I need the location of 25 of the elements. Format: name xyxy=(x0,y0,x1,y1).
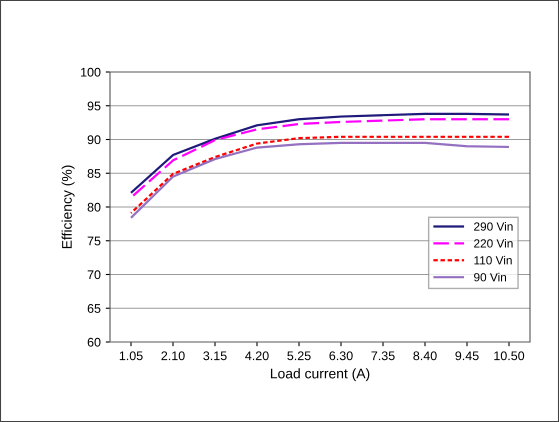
legend-label: 220 Vin xyxy=(474,238,513,248)
y-tick-label: 95 xyxy=(88,102,100,110)
x-tick-label: 5.25 xyxy=(287,351,311,360)
x-tick-label: 3.15 xyxy=(203,351,227,360)
x-tick-label: 10.50 xyxy=(494,351,524,360)
x-axis-title: Load current (A) xyxy=(270,368,370,382)
x-tick-label: 1.05 xyxy=(120,351,143,360)
y-axis-title: Efficiency (%) xyxy=(62,166,75,248)
legend-label: 290 Vin xyxy=(474,222,513,231)
y-tick-label: 80 xyxy=(88,202,100,212)
x-tick-label: 8.40 xyxy=(413,351,437,360)
x-tick-label: 2.10 xyxy=(161,351,185,360)
y-tick-label: 100 xyxy=(81,68,100,77)
x-tick-label: 6.30 xyxy=(329,351,353,360)
x-tick-label: 4.20 xyxy=(245,351,269,360)
y-tick-label: 85 xyxy=(88,169,100,178)
y-tick-label: 90 xyxy=(88,135,100,144)
y-tick-label: 75 xyxy=(88,236,100,246)
legend-label: 90 Vin xyxy=(474,272,506,282)
x-tick-label: 7.35 xyxy=(371,351,395,360)
y-tick-label: 60 xyxy=(88,338,100,347)
x-tick-label: 9.45 xyxy=(455,351,479,360)
y-tick-label: 70 xyxy=(88,270,100,280)
y-tick-label: 65 xyxy=(88,304,100,313)
legend-label: 110 Vin xyxy=(474,256,512,265)
